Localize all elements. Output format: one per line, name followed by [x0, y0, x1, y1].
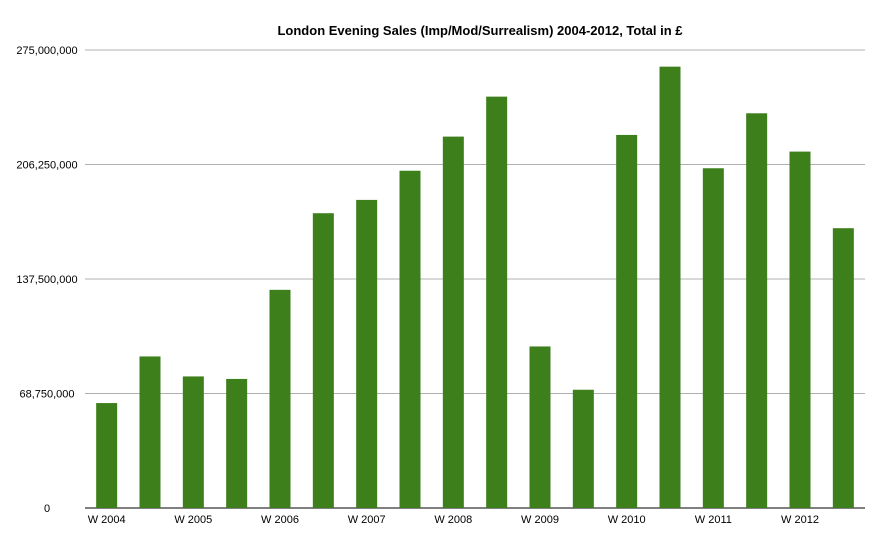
bar	[139, 356, 161, 508]
bar	[659, 66, 681, 509]
bar	[399, 170, 421, 508]
bar	[789, 151, 811, 509]
x-tick-label: W 2009	[521, 514, 559, 526]
bar	[312, 213, 334, 508]
x-tick-label: W 2007	[348, 514, 386, 526]
bar	[182, 376, 204, 508]
x-tick-label: W 2004	[88, 514, 126, 526]
bar	[96, 403, 118, 508]
y-tick-label: 275,000,000	[16, 45, 77, 57]
bar	[746, 113, 768, 509]
bar	[486, 96, 508, 509]
grid-lines	[85, 49, 865, 509]
y-tick-label: 206,250,000	[16, 160, 77, 172]
y-tick-label: 0	[44, 503, 50, 515]
x-tick-label: W 2008	[434, 514, 472, 526]
chart-title: London Evening Sales (Imp/Mod/Surrealism…	[277, 23, 683, 38]
bar	[832, 228, 854, 508]
bar	[356, 199, 378, 508]
bar	[702, 168, 724, 509]
y-tick-label: 68,750,000	[19, 389, 74, 401]
y-tick-label: 137,500,000	[16, 274, 77, 286]
x-axis: W 2004 W 2005 W 2006 W 2007 W 2008 W 2009 W 20…	[88, 514, 819, 526]
bar	[269, 289, 291, 508]
x-tick-label: W 2010	[608, 514, 646, 526]
bar	[572, 389, 594, 508]
x-tick-label: W 2011	[695, 514, 732, 526]
x-tick-label: W 2005	[174, 514, 212, 526]
bar	[442, 136, 464, 508]
bar	[226, 378, 248, 508]
bar	[529, 346, 551, 508]
bar	[616, 134, 638, 509]
x-tick-label: W 2012	[781, 514, 819, 526]
bars	[96, 66, 854, 509]
x-tick-label: W 2006	[261, 514, 299, 526]
y-axis: 0 68,750,000 137,500,000 206,250,000 275,000…	[16, 45, 77, 515]
